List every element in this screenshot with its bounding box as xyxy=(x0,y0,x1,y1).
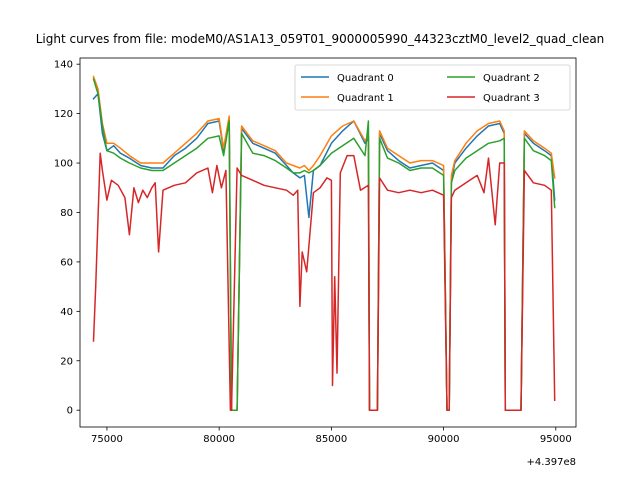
legend-label: Quadrant 1 xyxy=(337,93,394,104)
legend-label: Quadrant 3 xyxy=(483,93,540,104)
y-tick-label: 20 xyxy=(60,356,73,367)
series-line-quadrant-2 xyxy=(92,78,556,411)
x-axis-offset-label: +4.397e8 xyxy=(526,457,576,468)
x-tick-label: 95000 xyxy=(540,434,572,445)
x-tick-label: 80000 xyxy=(203,434,235,445)
legend-label: Quadrant 2 xyxy=(483,73,540,84)
series-group xyxy=(92,75,556,411)
series-line-quadrant-0 xyxy=(92,93,556,411)
y-tick-label: 40 xyxy=(60,307,73,318)
x-tick-label: 90000 xyxy=(428,434,460,445)
y-tick-label: 120 xyxy=(54,109,73,120)
y-tick-label: 80 xyxy=(60,208,73,219)
plot-area: 75000 80000 85000 90000 95000 0 20 40 60 80 100 120… xyxy=(54,57,577,445)
y-tick-label: 60 xyxy=(60,257,73,268)
series-line-quadrant-3 xyxy=(92,152,556,411)
y-tick-label: 0 xyxy=(67,406,73,417)
legend-label: Quadrant 0 xyxy=(337,73,394,84)
legend-frame xyxy=(294,64,571,111)
series-line-quadrant-1 xyxy=(92,75,556,411)
axes-frame xyxy=(79,57,577,428)
x-tick-label: 75000 xyxy=(91,434,123,445)
y-tick-label: 100 xyxy=(54,159,73,170)
chart-title: Light curves from file: modeM0/AS1A13_05… xyxy=(36,32,605,46)
y-tick-label: 140 xyxy=(54,60,73,71)
legend: Quadrant 0 Quadrant 1 Quadrant 2 Quadrant 3 xyxy=(294,64,571,111)
x-tick-label: 85000 xyxy=(315,434,347,445)
